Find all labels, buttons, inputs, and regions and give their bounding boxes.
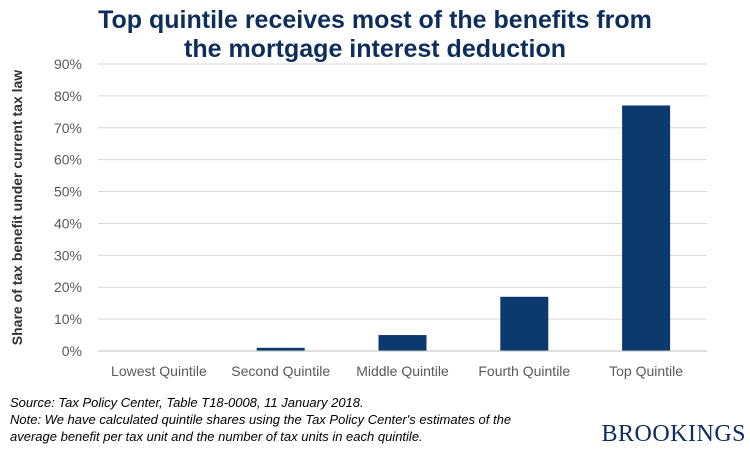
source-line-2: Note: We have calculated quintile shares… xyxy=(10,412,512,427)
x-tick-label: Second Quintile xyxy=(231,363,330,379)
bar-fourth-quintile xyxy=(500,296,549,351)
chart-title-line-1: Top quintile receives most of the benefi… xyxy=(98,6,652,34)
bar-top-quintile xyxy=(622,105,671,351)
source-line-3: average benefit per tax unit and the num… xyxy=(10,429,423,444)
y-tick-label: 0% xyxy=(62,343,82,359)
gridlines xyxy=(98,63,707,320)
x-tick-label: Lowest Quintile xyxy=(111,363,207,379)
y-tick-label: 30% xyxy=(54,247,82,263)
chart-title-line-2: the mortgage interest deduction xyxy=(184,35,566,63)
y-tick-labels: 0% 10% 20% 30% 40% 50% 60% 70% 80% 90% xyxy=(54,56,82,359)
bars xyxy=(256,105,671,351)
y-tick-label: 50% xyxy=(54,184,82,200)
source-line-1: Source: Tax Policy Center, Table T18-000… xyxy=(10,395,364,410)
brookings-logo: BROOKINGS xyxy=(601,421,746,447)
x-tick-label: Fourth Quintile xyxy=(478,363,570,379)
y-axis-label: Share of tax benefit under current tax l… xyxy=(9,70,25,346)
x-tick-labels: Lowest Quintile Second Quintile Middle Qui… xyxy=(111,363,683,379)
bar-chart: 0% 10% 20% 30% 40% 50% 60% 70% 80% 90% Lowest Qui… xyxy=(9,56,707,379)
x-tick-label: Top Quintile xyxy=(609,363,683,379)
y-tick-label: 60% xyxy=(54,152,82,168)
bar-middle-quintile xyxy=(378,335,427,351)
source-note: Source: Tax Policy Center, Table T18-000… xyxy=(10,394,511,445)
y-tick-label: 70% xyxy=(54,120,82,136)
chart-title: Top quintile receives most of the benefi… xyxy=(0,6,750,64)
y-tick-label: 10% xyxy=(54,311,82,327)
y-tick-label: 20% xyxy=(54,279,82,295)
y-tick-label: 40% xyxy=(54,215,82,231)
bar-second-quintile xyxy=(256,347,305,351)
x-tick-label: Middle Quintile xyxy=(356,363,449,379)
y-tick-label: 80% xyxy=(54,88,82,104)
y-tick-label: 90% xyxy=(54,56,82,72)
